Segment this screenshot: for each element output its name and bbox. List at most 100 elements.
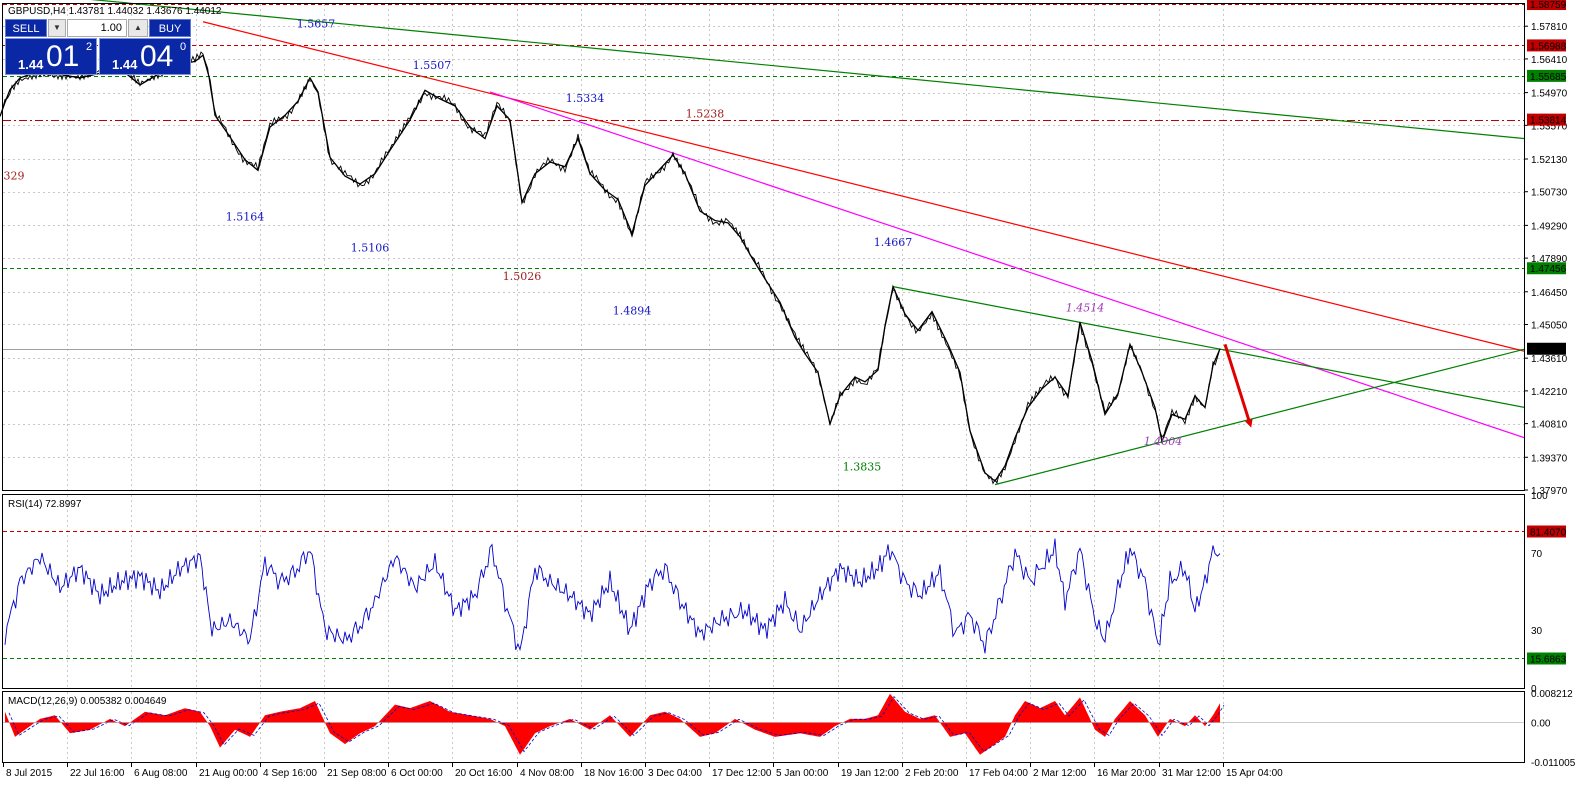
annotation-label: 329	[4, 170, 25, 183]
lot-down-button[interactable]: ▼	[48, 19, 66, 37]
trendlines	[90, 0, 1526, 486]
annotation-label: 1.4004	[1144, 435, 1183, 448]
level-price-tags: 1.58759 1.56988 1.55685 1.53814 1.47456 1.440…	[1527, 0, 1567, 666]
rsi-line	[4, 538, 1221, 654]
time-tick-label: 8 Jul 2015	[6, 768, 53, 779]
macd-label: MACD(12,26,9) 0.005382 0.004649	[8, 696, 167, 707]
annotation-label: 1.5106	[351, 241, 390, 254]
annotation-label: 1.3835	[843, 461, 882, 474]
rsi-level-tag-bg	[1527, 525, 1566, 538]
price-tick-label: 1.53570	[1531, 121, 1568, 132]
macd-tick-label: 0.008212	[1531, 689, 1573, 700]
price-tick-label: 1.39370	[1531, 453, 1568, 464]
trendline-green-3	[892, 286, 1526, 409]
trendline-magenta-2	[489, 91, 1526, 439]
annotation-label: 1.5507	[413, 59, 452, 72]
price-tick-label: 1.37970	[1531, 486, 1568, 497]
annotation-label: 1.5334	[566, 92, 605, 105]
trendline-green-0	[90, 0, 1526, 140]
time-axis: 8 Jul 2015 22 Jul 16:00 6 Aug 08:00 21 Aug …	[3, 763, 1283, 779]
annotation-label: 1.5026	[503, 270, 542, 283]
buy-quote-prefix: 1.44	[112, 57, 138, 72]
lot-up-button[interactable]: ▲	[128, 19, 148, 37]
price-tick-label: 1.45050	[1531, 320, 1568, 331]
time-tick-label: 5 Jan 00:00	[776, 768, 829, 779]
time-tick-label: 17 Dec 12:00	[712, 768, 772, 779]
time-tick-label: 15 Apr 04:00	[1226, 768, 1283, 779]
sell-button[interactable]: SELL	[5, 19, 47, 37]
price-tick-label: 1.40810	[1531, 420, 1568, 431]
time-tick-label: 4 Nov 08:00	[520, 768, 574, 779]
sell-quote-sup: 2	[86, 41, 93, 53]
price-tick-label: 1.57810	[1531, 22, 1568, 33]
price-tick-label: 1.56410	[1531, 55, 1568, 66]
rsi-tick-label: 100	[1531, 491, 1548, 502]
price-tick-label: 1.52130	[1531, 155, 1568, 166]
rsi-level-tag: 15.6863	[1530, 655, 1567, 666]
macd-series	[3, 693, 1524, 755]
sell-quote-big: 01	[46, 40, 80, 73]
trendline-red-1	[202, 21, 1526, 352]
level-tag-bg	[1527, 342, 1566, 355]
rsi-series	[4, 538, 1221, 654]
price-tick-label: 1.54970	[1531, 89, 1568, 100]
annotation-label: 1.4514	[1066, 302, 1105, 315]
level-tag-bg	[1527, 262, 1566, 275]
rsi-label: RSI(14) 72.8997	[8, 499, 82, 510]
annotation-label: 1.4667	[874, 236, 913, 249]
level-tag-bg	[1527, 113, 1566, 126]
rsi-tick-label: 70	[1531, 549, 1543, 560]
macd-signal	[8, 696, 1225, 753]
price-annotations: 1.5657 1.5507 1.5334 1.5238 329 1.5164 1.5106 1…	[4, 18, 1183, 474]
time-tick-label: 21 Sep 08:00	[327, 768, 387, 779]
level-tag-label: 1.58759	[1530, 0, 1567, 11]
time-tick-label: 21 Aug 00:00	[199, 768, 258, 779]
macd-tick-label: 0.00	[1531, 719, 1551, 730]
symbol-info: GBPUSD,H4 1.43781 1.44032 1.43676 1.4401…	[8, 6, 222, 17]
annotation-label: 1.5657	[297, 18, 336, 31]
level-tag-bg	[1527, 0, 1566, 11]
time-tick-label: 16 Mar 20:00	[1097, 768, 1156, 779]
price-noise	[0, 51, 1221, 485]
rsi-level-tag: 81.4070	[1530, 528, 1567, 539]
time-tick-label: 22 Jul 16:00	[70, 768, 125, 779]
time-tick-label: 3 Dec 04:00	[648, 768, 702, 779]
lot-size-input[interactable]: 1.00	[67, 19, 127, 37]
buy-quote-sup: 0	[180, 41, 187, 53]
time-tick-label: 18 Nov 16:00	[584, 768, 644, 779]
time-tick-label: 6 Oct 00:00	[391, 768, 443, 779]
level-tag-label: 1.44012	[1530, 345, 1567, 356]
one-click-trading-panel: SELL ▼ 1.00 ▲ BUY 1.44 01 2 1.44 04 0	[5, 19, 191, 75]
buy-button[interactable]: BUY	[149, 19, 191, 37]
price-tick-label: 1.47890	[1531, 254, 1568, 265]
annotation-label: 1.5164	[226, 210, 265, 223]
annotation-label: 1.5238	[686, 108, 725, 121]
price-tick-label: 1.43610	[1531, 354, 1568, 365]
rsi-levels	[3, 531, 1524, 659]
rsi-pane	[2, 494, 1525, 689]
level-tag-label: 1.55685	[1530, 72, 1567, 83]
time-tick-label: 19 Jan 12:00	[841, 768, 899, 779]
time-tick-label: 31 Mar 12:00	[1162, 768, 1221, 779]
rsi-level-tag-bg	[1527, 652, 1566, 665]
macd-y-axis: 0.008212 0.00 -0.011005	[1531, 689, 1576, 769]
time-tick-label: 4 Sep 16:00	[263, 768, 317, 779]
time-tick-label: 2 Feb 20:00	[905, 768, 959, 779]
level-tag-bg	[1527, 69, 1566, 82]
price-tick-label: 1.49290	[1531, 221, 1568, 232]
time-tick-label: 6 Aug 08:00	[134, 768, 188, 779]
rsi-tick-label: 30	[1531, 626, 1543, 637]
buy-quote[interactable]: 1.44 04 0	[99, 38, 191, 75]
price-tick-label: 1.46450	[1531, 288, 1568, 299]
sell-quote[interactable]: 1.44 01 2	[5, 38, 97, 75]
trendline-green-4	[994, 348, 1526, 486]
time-tick-label: 2 Mar 12:00	[1033, 768, 1087, 779]
rsi-y-axis: 100 70 30 0	[1531, 491, 1548, 695]
price-y-axis: 1.57810 1.56410 1.54970 1.53570 1.52130 1.507…	[1524, 22, 1568, 497]
price-tick-label: 1.50730	[1531, 188, 1568, 199]
time-tick-label: 17 Feb 04:00	[969, 768, 1028, 779]
level-tag-label: 1.47456	[1530, 264, 1567, 275]
price-pane	[2, 3, 1525, 491]
